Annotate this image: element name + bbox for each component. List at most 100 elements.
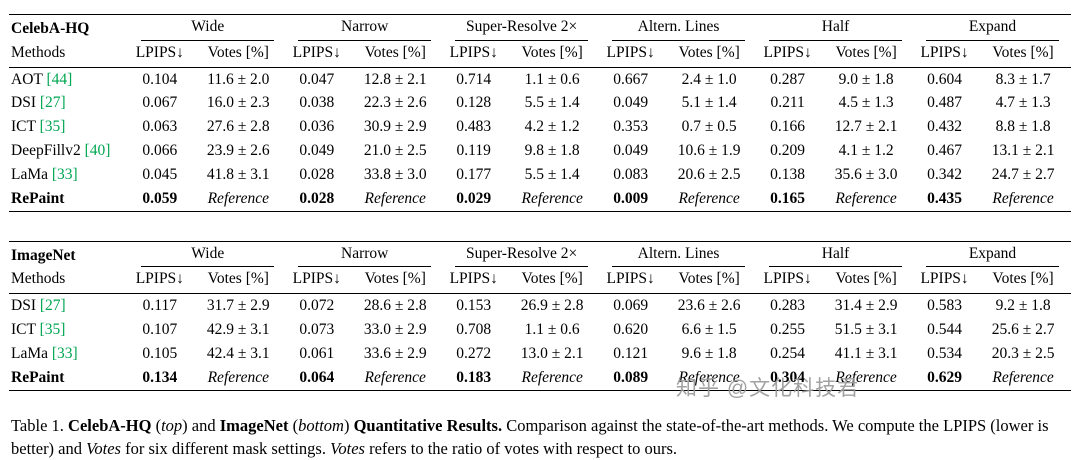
votes-value: Reference: [835, 189, 897, 207]
lpips-value: 0.067: [142, 94, 178, 112]
lpips-value: 0.255: [770, 321, 806, 339]
method-name: RePaint: [11, 189, 65, 207]
lpips-value: 0.107: [142, 321, 178, 339]
caption-segment: ): [343, 415, 354, 435]
lpips-value: 0.177: [456, 165, 492, 183]
lpips-column-header: LPIPS↓: [914, 269, 976, 295]
mask-group-header: Altern. Lines: [600, 241, 757, 269]
lpips-value: 0.153: [456, 297, 492, 315]
caption-segment: ) and: [182, 415, 220, 435]
lpips-value: 0.211: [770, 94, 805, 112]
votes-value: 0.7 ± 0.5: [681, 118, 737, 136]
votes-column-header: Votes [%]: [661, 42, 758, 68]
lpips-value: 0.134: [142, 368, 178, 386]
table-row: DSI [27] 0.117 31.7 ± 2.9 0.072 28.6 ± 2.8 0.…: [9, 294, 1071, 318]
header-row-metrics: Methods LPIPS↓ Votes [%] LPIPS↓ Votes [%] LPI…: [9, 42, 1071, 68]
mask-group-header: Narrow: [286, 15, 443, 43]
caption-segment: top: [161, 415, 183, 435]
method-name: DSI: [11, 94, 36, 112]
votes-value: 13.1 ± 2.1: [991, 142, 1055, 160]
lpips-value: 0.604: [927, 70, 962, 88]
lpips-value: 0.534: [927, 344, 962, 362]
lpips-value: 0.620: [613, 321, 649, 339]
votes-value: 31.4 ± 2.9: [834, 297, 898, 315]
table-row: LaMa [33] 0.045 41.8 ± 3.1 0.028 33.8 ± 3.0 0…: [9, 163, 1071, 187]
mask-group-header: Half: [757, 241, 914, 269]
lpips-value: 0.089: [613, 368, 649, 386]
votes-column-header: Votes [%]: [818, 42, 914, 68]
lpips-value: 0.432: [927, 118, 962, 136]
votes-column-header: Votes [%]: [347, 269, 444, 295]
table-row: DSI [27] 0.067 16.0 ± 2.3 0.038 22.3 ± 2.6 0.…: [9, 91, 1071, 115]
votes-value: 4.1 ± 1.2: [838, 142, 894, 160]
votes-value: 12.7 ± 2.1: [834, 118, 898, 136]
lpips-value: 0.038: [299, 94, 335, 112]
votes-value: 23.6 ± 2.6: [677, 297, 741, 315]
method-name: ICT: [11, 118, 36, 136]
citation-link[interactable]: [33]: [51, 165, 78, 183]
votes-value: 10.6 ± 1.9: [677, 142, 741, 160]
header-row-metrics: Methods LPIPS↓ Votes [%] LPIPS↓ Votes [%] LPI…: [9, 269, 1071, 295]
lpips-value: 0.283: [770, 297, 806, 315]
lpips-value: 0.045: [142, 165, 178, 183]
votes-value: 25.6 ± 2.7: [991, 321, 1055, 339]
mask-group-header: Wide: [129, 15, 286, 43]
lpips-column-header: LPIPS↓: [129, 42, 191, 68]
lpips-value: 0.254: [770, 344, 806, 362]
method-name: LaMa: [11, 165, 49, 183]
table-caption: Table 1. CelebA-HQ (top) and ImageNet (b…: [11, 414, 1069, 460]
votes-value: 8.3 ± 1.7: [995, 70, 1051, 88]
votes-value: 9.8 ± 1.8: [524, 142, 580, 160]
votes-value: 4.2 ± 1.2: [524, 118, 580, 136]
method-cell: RePaint: [9, 187, 129, 211]
lpips-column-header: LPIPS↓: [443, 42, 505, 68]
lpips-column-header: LPIPS↓: [129, 269, 191, 295]
caption-segment: (: [288, 415, 299, 435]
lpips-value: 0.104: [142, 70, 178, 88]
votes-value: 6.6 ± 1.5: [681, 321, 737, 339]
lpips-value: 0.353: [613, 118, 649, 136]
mask-group-label: Wide: [191, 244, 225, 262]
citation-link[interactable]: [27]: [39, 94, 66, 112]
caption-segment: Votes: [86, 439, 121, 459]
lpips-value: 0.487: [927, 94, 962, 112]
citation-link[interactable]: [33]: [51, 344, 78, 362]
lpips-value: 0.583: [927, 297, 962, 315]
citation-link[interactable]: [35]: [39, 321, 66, 339]
watermark: 知乎 @文化科技君: [676, 377, 860, 400]
mask-group-header: Super-Resolve 2×: [443, 15, 600, 43]
table-header: ImageNet Wide Narrow Super-Resolve 2× Altern…: [9, 241, 1071, 295]
imagenet-results-table: ImageNet Wide Narrow Super-Resolve 2× Altern…: [9, 240, 1071, 391]
votes-value: Reference: [207, 368, 269, 386]
votes-value: 1.1 ± 0.6: [524, 70, 580, 88]
votes-value: 31.7 ± 2.9: [206, 297, 270, 315]
lpips-value: 0.342: [927, 165, 962, 183]
lpips-column-header: LPIPS↓: [600, 269, 662, 295]
table-row: LaMa [33] 0.105 42.4 ± 3.1 0.061 33.6 ± 2.9 0…: [9, 342, 1071, 366]
method-cell: DSI [27]: [9, 91, 129, 115]
votes-value: 42.4 ± 3.1: [206, 344, 270, 362]
table-body: AOT [44] 0.104 11.6 ± 2.0 0.047 12.8 ± 2.1 0.…: [9, 67, 1071, 211]
lpips-column-header: LPIPS↓: [600, 42, 662, 68]
citation-link[interactable]: [27]: [39, 297, 66, 315]
citation-link[interactable]: [40]: [84, 142, 111, 160]
votes-value: 8.8 ± 1.8: [995, 118, 1051, 136]
lpips-value: 0.183: [456, 368, 492, 386]
method-name: DeepFillv2: [11, 142, 81, 160]
votes-column-header: Votes [%]: [347, 42, 444, 68]
method-cell: LaMa [33]: [9, 342, 129, 366]
lpips-value: 0.287: [770, 70, 806, 88]
lpips-value: 0.117: [142, 297, 177, 315]
votes-value: 9.6 ± 1.8: [681, 344, 737, 362]
votes-value: Reference: [678, 368, 740, 386]
votes-value: 9.0 ± 1.8: [838, 70, 894, 88]
method-name: DSI: [11, 297, 36, 315]
dataset-name: CelebA-HQ: [11, 20, 90, 37]
votes-value: 21.0 ± 2.5: [363, 142, 427, 160]
citation-link[interactable]: [35]: [39, 118, 66, 136]
method-cell: RePaint: [9, 366, 129, 390]
lpips-value: 0.708: [456, 321, 492, 339]
lpips-value: 0.036: [299, 118, 335, 136]
mask-group-header: Altern. Lines: [600, 15, 757, 43]
citation-link[interactable]: [44]: [46, 70, 73, 88]
